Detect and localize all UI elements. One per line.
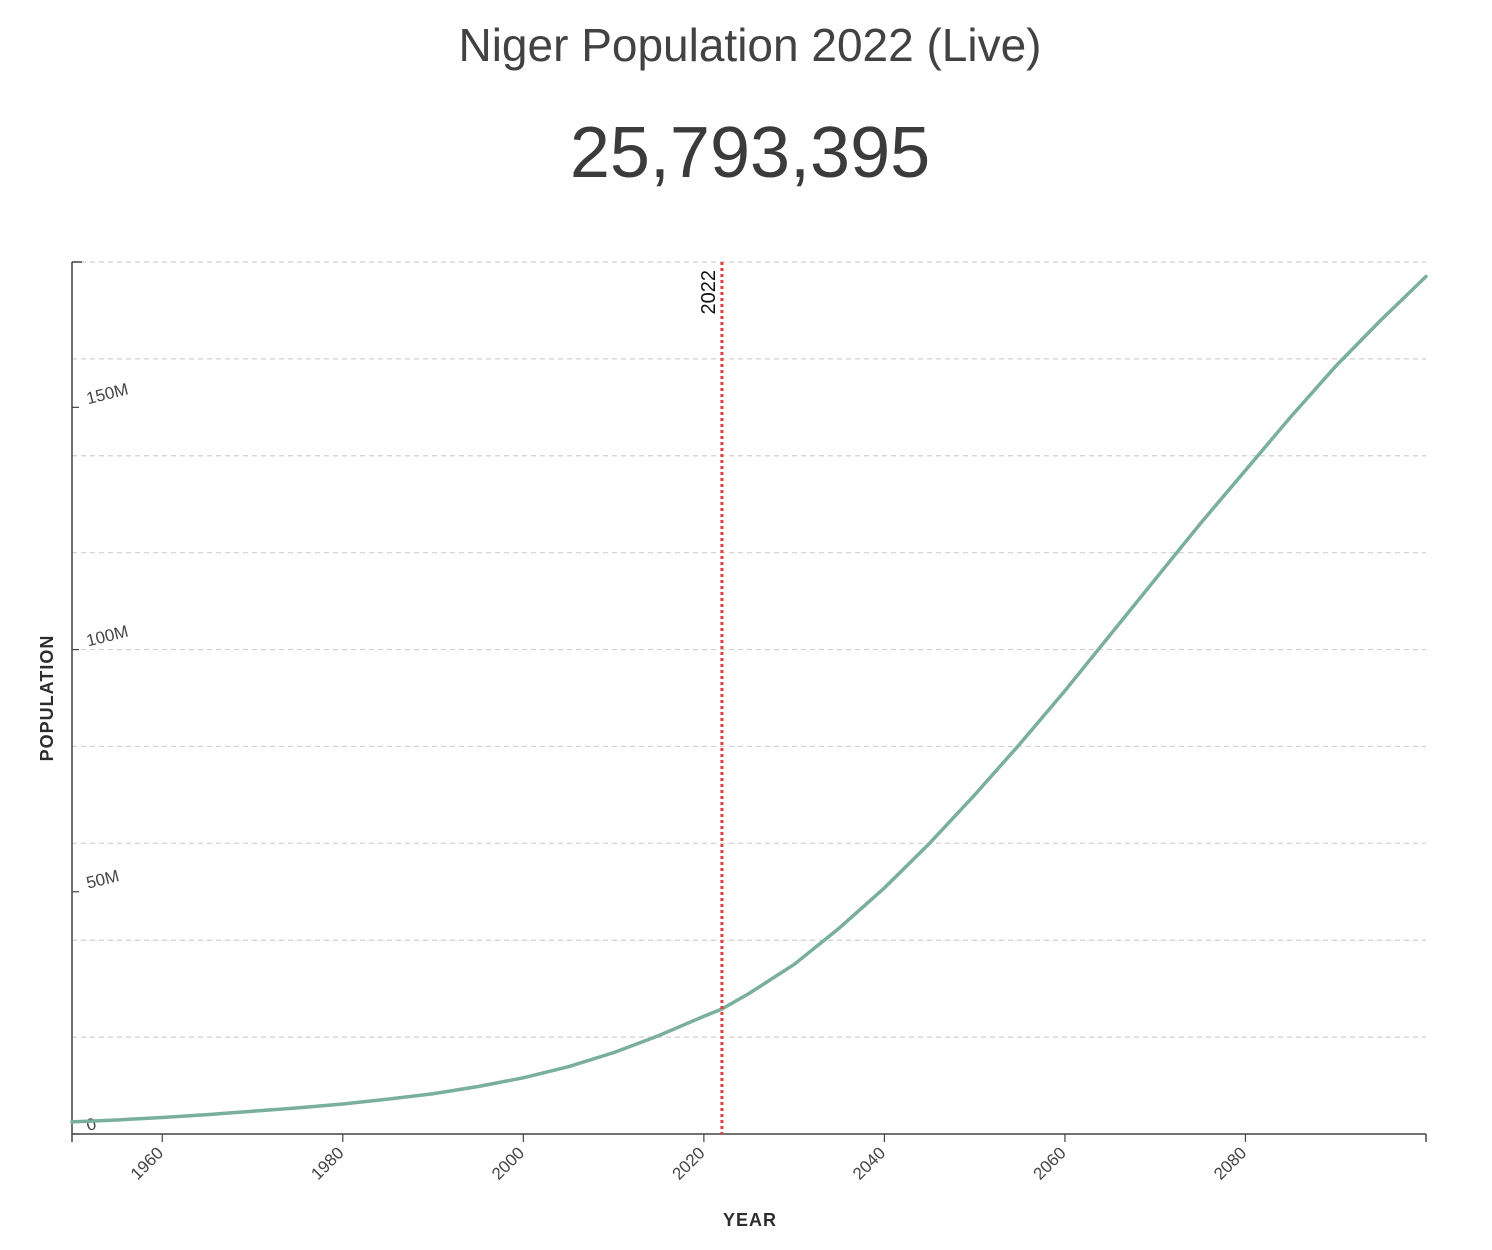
x-tick-label: 2020 (669, 1143, 709, 1183)
current-year-marker: 2022 (698, 262, 724, 1134)
x-axis-title: YEAR (723, 1210, 777, 1230)
x-tick-label: 2000 (488, 1143, 528, 1183)
live-population-counter: 25,793,395 (569, 113, 931, 193)
y-tick-label: 0 (84, 1114, 98, 1135)
y-axis-title: POPULATION (37, 635, 57, 762)
current-year-marker-label: 2022 (698, 270, 720, 315)
x-tick-label: 2060 (1030, 1143, 1070, 1183)
x-tick-label: 2040 (849, 1143, 889, 1183)
axes: 0 50M 100M 150M 1960 1980 2000 2020 2040 2060 2080 (71, 261, 1427, 1184)
y-tick-label: 50M (84, 866, 121, 892)
y-tick-label: 100M (84, 622, 130, 651)
population-series-line (70, 274, 1428, 1124)
x-tick-label: 1960 (127, 1143, 167, 1183)
grid-lines (72, 261, 1426, 1038)
page-title: Niger Population 2022 (Live) (458, 19, 1042, 71)
x-tick-label: 2080 (1210, 1143, 1250, 1183)
y-tick-label: 150M (84, 379, 130, 408)
x-tick-label: 1980 (307, 1143, 347, 1183)
series-layer (70, 274, 1428, 1124)
